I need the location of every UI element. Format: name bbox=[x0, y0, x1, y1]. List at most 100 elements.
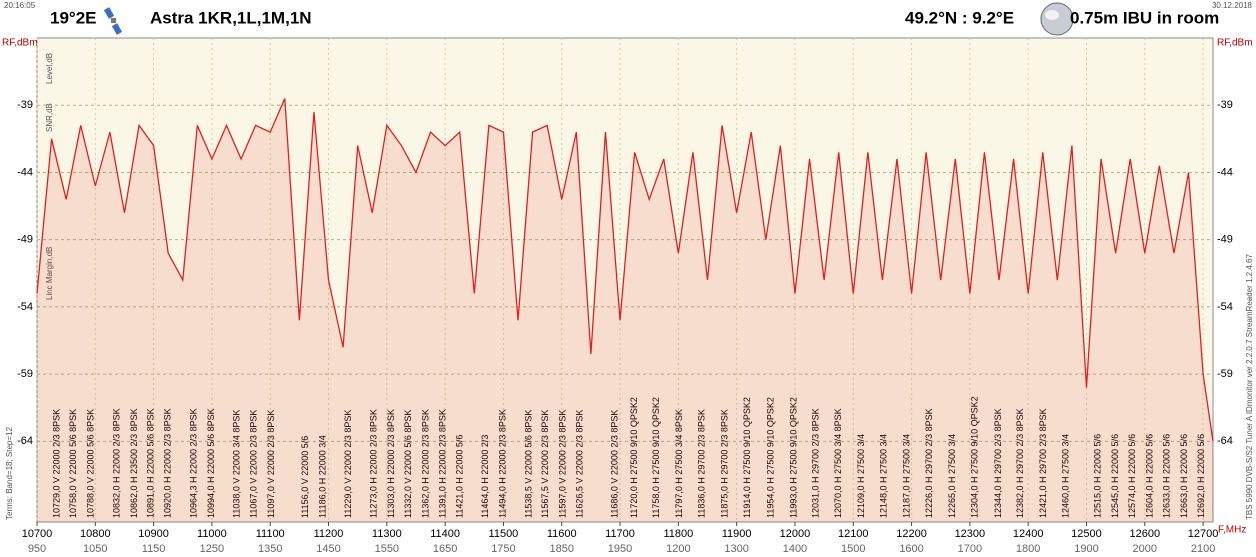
transponder-label: 11156,0 V 22000 5/6 bbox=[300, 436, 310, 518]
x2-tick-label: 2100 bbox=[1191, 543, 1215, 555]
transponder-label: 12663,0 H 22000 5/6 bbox=[1179, 434, 1189, 518]
x-tick-label: 11400 bbox=[430, 528, 460, 540]
transponder-label: 12633,0 H 22000 5/6 bbox=[1161, 434, 1171, 518]
x2-tick-label: 1550 bbox=[375, 543, 399, 555]
x2-tick-label: 2000 bbox=[1133, 543, 1157, 555]
orbital-position: 19°2E bbox=[50, 8, 97, 27]
x-tick-label: 11500 bbox=[489, 528, 519, 540]
x-tick-label: 12400 bbox=[1013, 528, 1044, 540]
x2-tick-label: 1050 bbox=[83, 543, 107, 555]
transponder-label: 11797,0 H 27500 3/4 8PSK bbox=[674, 409, 684, 518]
y2-tick-label: -49 bbox=[1217, 234, 1233, 246]
transponder-label: 11686,0 V 22000 2/3 8PSK bbox=[609, 410, 619, 518]
y2-tick-label: -44 bbox=[1217, 166, 1233, 178]
transponder-label: 11391,0 H 22000 2/3 8PSK bbox=[437, 409, 447, 518]
x2-tick-label: 1200 bbox=[666, 543, 690, 555]
date: 30.12.2018 bbox=[1212, 1, 1253, 10]
x2-tick-label: 1300 bbox=[724, 543, 748, 555]
x-tick-label: 12500 bbox=[1071, 528, 1102, 540]
transponder-label: 12692,0 H 22000 5/6 bbox=[1196, 434, 1206, 518]
x-tick-label: 10900 bbox=[138, 528, 169, 540]
transponder-label: 12344,0 H 29700 2/3 8PSK bbox=[993, 408, 1003, 518]
transponder-label: 12070,0 H 27500 3/4 8PSK bbox=[833, 408, 843, 518]
transponder-label: 10920,0 H 22000 2/3 8PSK bbox=[163, 408, 173, 518]
transponder-label: 11303,0 H 22000 2/3 8PSK bbox=[386, 409, 396, 518]
y2-tick-label: -54 bbox=[1217, 301, 1233, 313]
transponder-label: 11229,0 V 22000 2/3 8PSK bbox=[343, 410, 353, 518]
transponder-label: 12148,0 H 27500 3/4 bbox=[879, 434, 889, 518]
x2-tick-label: 1800 bbox=[1016, 543, 1040, 555]
transponder-label: 11875,0 H 29700 2/3 8PSK bbox=[719, 409, 729, 518]
x2-tick-label: 1950 bbox=[608, 543, 632, 555]
x-axis-label: F,MHz bbox=[1218, 525, 1246, 536]
transponder-label: 11538,5 V 22000 5/6 8PSK bbox=[523, 410, 533, 518]
y-tick-label: -39 bbox=[17, 99, 33, 111]
transponder-label: 10788,0 V 22000 5/6 8PSK bbox=[86, 409, 96, 518]
transponder-label: 11494,0 H 22000 2/3 8PSK bbox=[497, 409, 507, 518]
x2-tick-label: 1350 bbox=[258, 543, 282, 555]
chart-title: Astra 1KR,1L,1M,1N bbox=[150, 8, 312, 27]
x-tick-label: 11000 bbox=[197, 528, 227, 540]
transponder-label: 11067,0 V 22000 2/3 8PSK bbox=[248, 410, 258, 518]
transponder-label: 11626,5 V 22000 2/3 8PSK bbox=[575, 410, 585, 518]
y-tick-label: -54 bbox=[17, 301, 33, 313]
x-tick-label: 12100 bbox=[838, 528, 869, 540]
transponder-label: 11954,0 H 27500 9/10 QPSK2 bbox=[766, 397, 776, 518]
side-label: Linc Margin,dB bbox=[45, 247, 54, 300]
transponder-label: 11993,0 H 27500 9/10 QPSK2 bbox=[788, 397, 798, 518]
spectrum-area bbox=[37, 98, 1213, 522]
x2-tick-label: 1600 bbox=[899, 543, 923, 555]
satellite-icon bbox=[103, 7, 123, 35]
location: 49.2°N : 9.2°E bbox=[905, 8, 1014, 27]
x-tick-label: 11600 bbox=[547, 528, 577, 540]
transponder-label: 10758,0 V 22000 5/6 8PSK bbox=[68, 409, 78, 518]
side-label: Level,dB bbox=[45, 53, 54, 84]
y2-tick-label: -59 bbox=[1217, 368, 1233, 380]
transponder-label: 11362,0 H 22000 2/3 8PSK bbox=[420, 409, 430, 518]
transponder-label: 12460,0 H 27500 3/4 bbox=[1061, 434, 1071, 518]
transponder-label: 12304,0 H 27500 9/10 QPSK2 bbox=[970, 396, 980, 518]
device-info: TBS 5990 DVB-S/S2 Tuner A IDmonitor ver … bbox=[1245, 254, 1254, 520]
transponder-label: 12515,0 H 22000 5/6 bbox=[1093, 434, 1103, 518]
transponder-label: 10891,0 H 22000 5/6 8PSK bbox=[146, 408, 156, 518]
x2-tick-label: 1450 bbox=[316, 543, 340, 555]
transponder-label: 12545,0 H 22000 5/6 bbox=[1110, 434, 1120, 518]
transponder-label: 12382,0 H 29700 2/3 8PSK bbox=[1015, 408, 1025, 518]
x-tick-label: 12000 bbox=[780, 528, 811, 540]
transponder-label: 10729,0 V 22000 2/3 8PSK bbox=[51, 409, 61, 518]
transponder-label: 12226,0 H 29700 2/3 8PSK bbox=[924, 408, 934, 518]
transponder-label: 11332,0 V 22000 5/6 8PSK bbox=[403, 410, 413, 518]
y-tick-label: -59 bbox=[17, 368, 33, 380]
transponder-label: 12109,0 H 27500 3/4 bbox=[856, 434, 866, 518]
x2-tick-label: 1400 bbox=[783, 543, 807, 555]
transponder-label: 10994,0 H 22000 5/6 8PSK bbox=[206, 408, 216, 518]
x2-tick-label: 1150 bbox=[142, 543, 166, 555]
transponder-label: 12421,0 H 29700 2/3 8PSK bbox=[1038, 408, 1048, 518]
y2-axis-label: RF,dBm bbox=[1217, 38, 1253, 49]
spectrum-line bbox=[36, 98, 1214, 442]
transponder-label: 11597,0 V 22000 2/3 8PSK bbox=[557, 410, 567, 518]
transponder-label: 11914,0 H 27500 9/10 QPSK2 bbox=[742, 397, 752, 518]
x2-tick-label: 1250 bbox=[200, 543, 224, 555]
x-tick-label: 11700 bbox=[605, 528, 635, 540]
y2-tick-label: -39 bbox=[1217, 99, 1233, 111]
time: 20:16:05 bbox=[4, 1, 36, 10]
y-tick-label: -44 bbox=[17, 166, 33, 178]
x-tick-label: 10700 bbox=[22, 528, 53, 540]
transponder-label: 10862,0 H 23500 2/3 8PSK bbox=[129, 408, 139, 518]
side-label: SNR,dB bbox=[45, 103, 54, 132]
x2-tick-label: 950 bbox=[28, 543, 46, 555]
x-tick-label: 11200 bbox=[314, 528, 344, 540]
transponder-label: 12574,0 H 22000 5/6 bbox=[1127, 434, 1137, 518]
x-tick-label: 11300 bbox=[372, 528, 402, 540]
transponder-label: 11273,0 H 22000 2/3 8PSK bbox=[368, 409, 378, 518]
x-tick-label: 12600 bbox=[1129, 528, 1160, 540]
transponder-label: 11758,0 H 27500 9/10 QPSK2 bbox=[651, 397, 661, 518]
transponder-label: 10964,3 H 22000 2/3 8PSK bbox=[188, 408, 198, 518]
x-tick-label: 12200 bbox=[896, 528, 927, 540]
transponder-label: 12187,0 H 27500 3/4 bbox=[901, 434, 911, 518]
transponder-label: 11567,5 V 22000 2/3 8PSK bbox=[540, 410, 550, 518]
transponder-label: 11038,0 V 22000 3/4 8PSK bbox=[231, 410, 241, 518]
x2-tick-label: 1700 bbox=[958, 543, 982, 555]
